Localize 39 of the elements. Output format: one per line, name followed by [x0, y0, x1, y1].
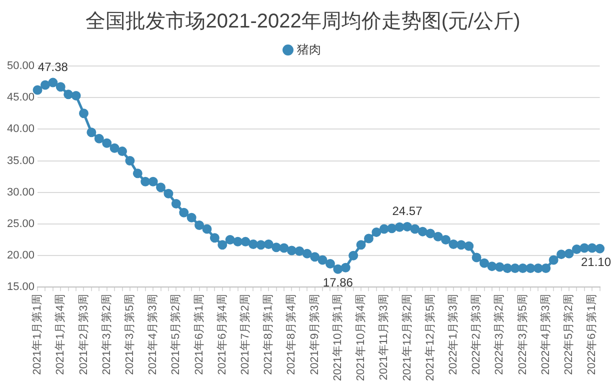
y-tick-label: 20.00	[6, 250, 35, 262]
x-tick-label: 2021年8月第1周	[262, 294, 275, 375]
x-tick-label: 2021年7月第2周	[240, 294, 252, 375]
y-tick-label: 40.00	[6, 123, 35, 136]
x-tick-label: 2021年1月第4周	[54, 294, 67, 375]
x-tick-label: 2021年10月第1周	[332, 294, 344, 382]
y-tick-label: 30.00	[6, 186, 35, 198]
x-tick-label: 2021年12月第2周	[401, 294, 414, 382]
x-tick-label: 2021年5月第2周	[170, 294, 182, 375]
x-tick-label: 2021年11月第3周	[378, 294, 390, 380]
y-tick-label: 50.00	[6, 60, 35, 72]
data-label: 17.86	[322, 275, 354, 290]
x-tick-label: 2022年6月第1周	[586, 294, 598, 375]
chart-title: 全国批发市场2021-2022年周均价走势图(元/公斤)	[86, 10, 520, 33]
data-label: 47.38	[38, 60, 68, 74]
x-tick-label: 2022年5月第2周	[563, 294, 576, 375]
x-tick-label: 2021年3月第2周	[100, 294, 113, 375]
legend-label: 猪肉	[297, 42, 321, 56]
x-tick-label: 2021年12月第5周	[424, 294, 436, 382]
x-tick-label: 2022年1月第3周	[447, 294, 460, 375]
x-tick-label: 2021年2月第3周	[78, 294, 90, 375]
y-tick-label: 45.00	[6, 92, 35, 104]
x-tick-label: 2021年1月第1周	[32, 294, 44, 375]
x-tick-label: 2022年2月第3周	[470, 294, 483, 375]
x-tick-label: 2021年3月第5周	[124, 294, 136, 375]
y-tick-label: 35.00	[6, 154, 35, 167]
y-tick-label: 15.00	[6, 281, 35, 294]
x-tick-label: 2021年6月第4周	[216, 294, 228, 375]
x-tick-label: 2022年3月第5周	[516, 294, 529, 375]
x-tick-label: 2021年4月第3周	[147, 294, 160, 375]
data-label: 21.10	[580, 254, 612, 269]
x-tick-label: 2021年9月第3周	[308, 294, 321, 375]
x-tick-label: 2021年8月第4周	[286, 294, 298, 375]
x-tick-label: 2022年3月第2周	[494, 294, 506, 375]
x-tick-label: 2021年6月第1周	[193, 294, 206, 375]
y-tick-label: 25.00	[6, 218, 35, 230]
x-tick-label: 2021年10月第4周	[355, 294, 368, 382]
data-label: 24.57	[392, 204, 423, 218]
x-tick-label: 2022年4月第3周	[540, 294, 552, 375]
